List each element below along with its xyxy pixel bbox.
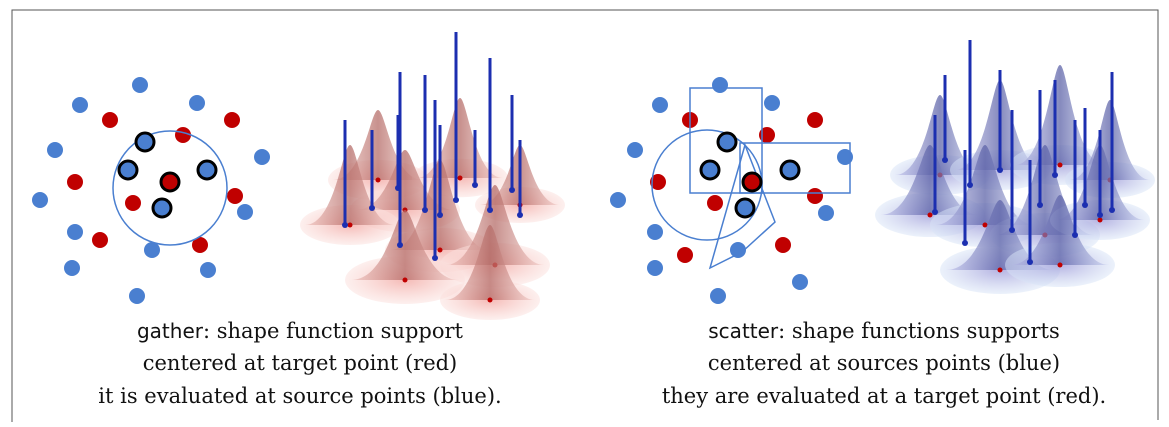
highlighted-point [743,173,761,191]
stick-foot [397,242,403,248]
point [677,247,693,263]
cone-center [1058,163,1063,168]
point [652,97,668,113]
point [764,95,780,111]
cone-center [1098,218,1103,223]
highlighted-point [736,199,754,217]
stick-foot [432,255,438,261]
cone-center [438,248,443,253]
stick-foot [942,157,948,163]
stick-foot [453,197,459,203]
point [775,237,791,253]
point [72,97,88,113]
highlighted-point [198,161,216,179]
stick-foot [1027,259,1033,265]
cone-center [928,213,933,218]
stick-foot [342,222,348,228]
point [792,274,808,290]
stick-foot [517,212,523,218]
right-caption: scatter: shape functions supports center… [662,319,1106,408]
point [64,260,80,276]
point [807,112,823,128]
point [710,288,726,304]
point [102,112,118,128]
stick-foot [487,207,493,213]
stick-foot [1037,202,1043,208]
point [237,204,253,220]
stick-foot [369,205,375,211]
stick-foot [1109,207,1115,213]
cone-center [458,176,463,181]
cone-center [1058,263,1063,268]
caption-text: : shape functions supports [778,319,1060,343]
highlighted-point [781,161,799,179]
highlighted-point [701,161,719,179]
stick-foot [967,182,973,188]
stick-foot [1009,227,1015,233]
caption-line: centered at target point (red) [143,351,458,375]
point [67,224,83,240]
stick-foot [422,207,428,213]
highlighted-point [161,173,179,191]
cone-center [376,178,381,183]
point [92,232,108,248]
figure: gather: shape function support centered … [0,0,1169,427]
cone-center [348,223,353,228]
point [125,195,141,211]
point [47,142,63,158]
stick-foot [1072,232,1078,238]
point [200,262,216,278]
point [818,205,834,221]
point [175,127,191,143]
point [807,188,823,204]
stick-foot [997,167,1003,173]
stick-foot [395,185,401,191]
cone-center [488,298,493,303]
caption-line: scatter: shape functions supports [708,319,1059,343]
stick-foot [509,187,515,193]
cone-center [403,278,408,283]
cone-center [998,268,1003,273]
keyword: scatter [708,319,779,343]
caption-line: gather: shape function support [137,319,464,343]
stick-foot [437,212,443,218]
point [610,192,626,208]
point [707,195,723,211]
keyword: gather [137,319,204,343]
stick-foot [932,209,938,215]
highlighted-point [136,133,154,151]
point [254,149,270,165]
point [712,77,728,93]
stick-foot [472,182,478,188]
stick-foot [1082,202,1088,208]
point [67,174,83,190]
point [32,192,48,208]
point [647,224,663,240]
point [647,260,663,276]
point [224,112,240,128]
point [627,142,643,158]
point [189,95,205,111]
left-caption: gather: shape function support centered … [98,319,501,408]
stick-foot [1052,172,1058,178]
highlighted-point [153,199,171,217]
point [132,77,148,93]
caption-line: it is evaluated at source points (blue). [98,384,501,408]
highlighted-point [119,161,137,179]
point [227,188,243,204]
caption-line: they are evaluated at a target point (re… [662,384,1106,408]
caption-line: centered at sources points (blue) [708,351,1060,375]
stick-foot [1097,212,1103,218]
diagrams [32,32,1155,320]
caption-text: : shape function support [203,319,464,343]
stick-foot [962,240,968,246]
point [129,288,145,304]
highlighted-point [718,133,736,151]
